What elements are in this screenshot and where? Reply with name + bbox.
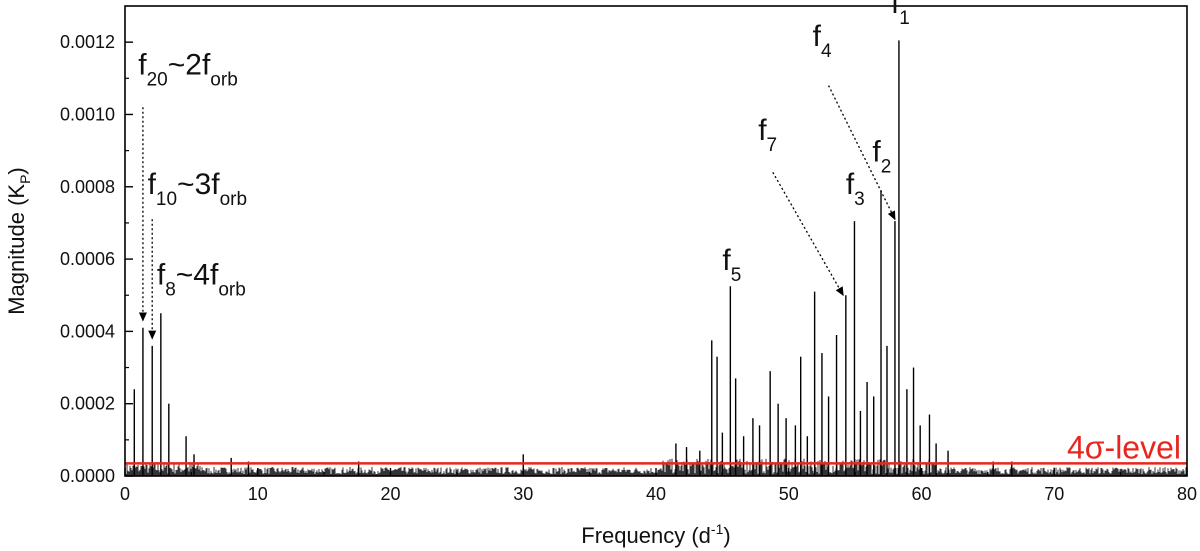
- x-axis-title: Frequency (d-1): [581, 521, 730, 548]
- y-tick-label-4: 0.0008: [60, 177, 115, 197]
- annotation-f20: f20~2forb: [138, 49, 238, 91]
- annotation-f8: f8~4forb: [157, 258, 246, 300]
- annotation-arrow-f7: [772, 171, 844, 297]
- x-axis-ticks: 0 10 20 30 40 50 60 70 80: [120, 468, 1197, 504]
- y-tick-label-0: 0.0000: [60, 466, 115, 486]
- x-tick-label-0: 0: [120, 484, 130, 504]
- annotation-f2: f2: [872, 135, 891, 177]
- annotation-f10: f10~3forb: [148, 168, 248, 210]
- plot-frame: [124, 5, 1188, 477]
- threshold-label: 4σ-level: [1067, 429, 1181, 465]
- annotation-f5: f5: [722, 244, 741, 286]
- x-tick-label-70: 70: [1044, 484, 1064, 504]
- annotation-f3: f3: [846, 168, 865, 210]
- x-tick-label-20: 20: [380, 484, 400, 504]
- threshold-layer: 4σ-level: [125, 429, 1187, 465]
- y-tick-label-1: 0.0002: [60, 394, 115, 414]
- y-tick-label-2: 0.0004: [60, 321, 115, 341]
- y-axis-ticks: 0.0000 0.0002 0.0004 0.0006 0.0008 0.0010 0.00…: [60, 32, 133, 486]
- x-tick-label-30: 30: [513, 484, 533, 504]
- x-tick-label-40: 40: [646, 484, 666, 504]
- x-tick-label-80: 80: [1177, 484, 1197, 504]
- annotation-f1: f1: [891, 0, 910, 29]
- x-tick-label-50: 50: [779, 484, 799, 504]
- y-axis-title: Magnitude (KP): [4, 167, 33, 315]
- x-tick-label-10: 10: [248, 484, 268, 504]
- y-tick-label-5: 0.0010: [60, 104, 115, 124]
- axes: [124, 5, 1188, 477]
- annotation-f4: f4: [813, 20, 832, 62]
- noise-floor: [125, 458, 1187, 476]
- peaks-series: [133, 40, 1013, 476]
- y-tick-label-6: 0.0012: [60, 32, 115, 52]
- annotation-f7: f7: [758, 114, 777, 156]
- x-tick-label-60: 60: [911, 484, 931, 504]
- y-tick-label-3: 0.0006: [60, 249, 115, 269]
- noise-trace: [125, 458, 1187, 476]
